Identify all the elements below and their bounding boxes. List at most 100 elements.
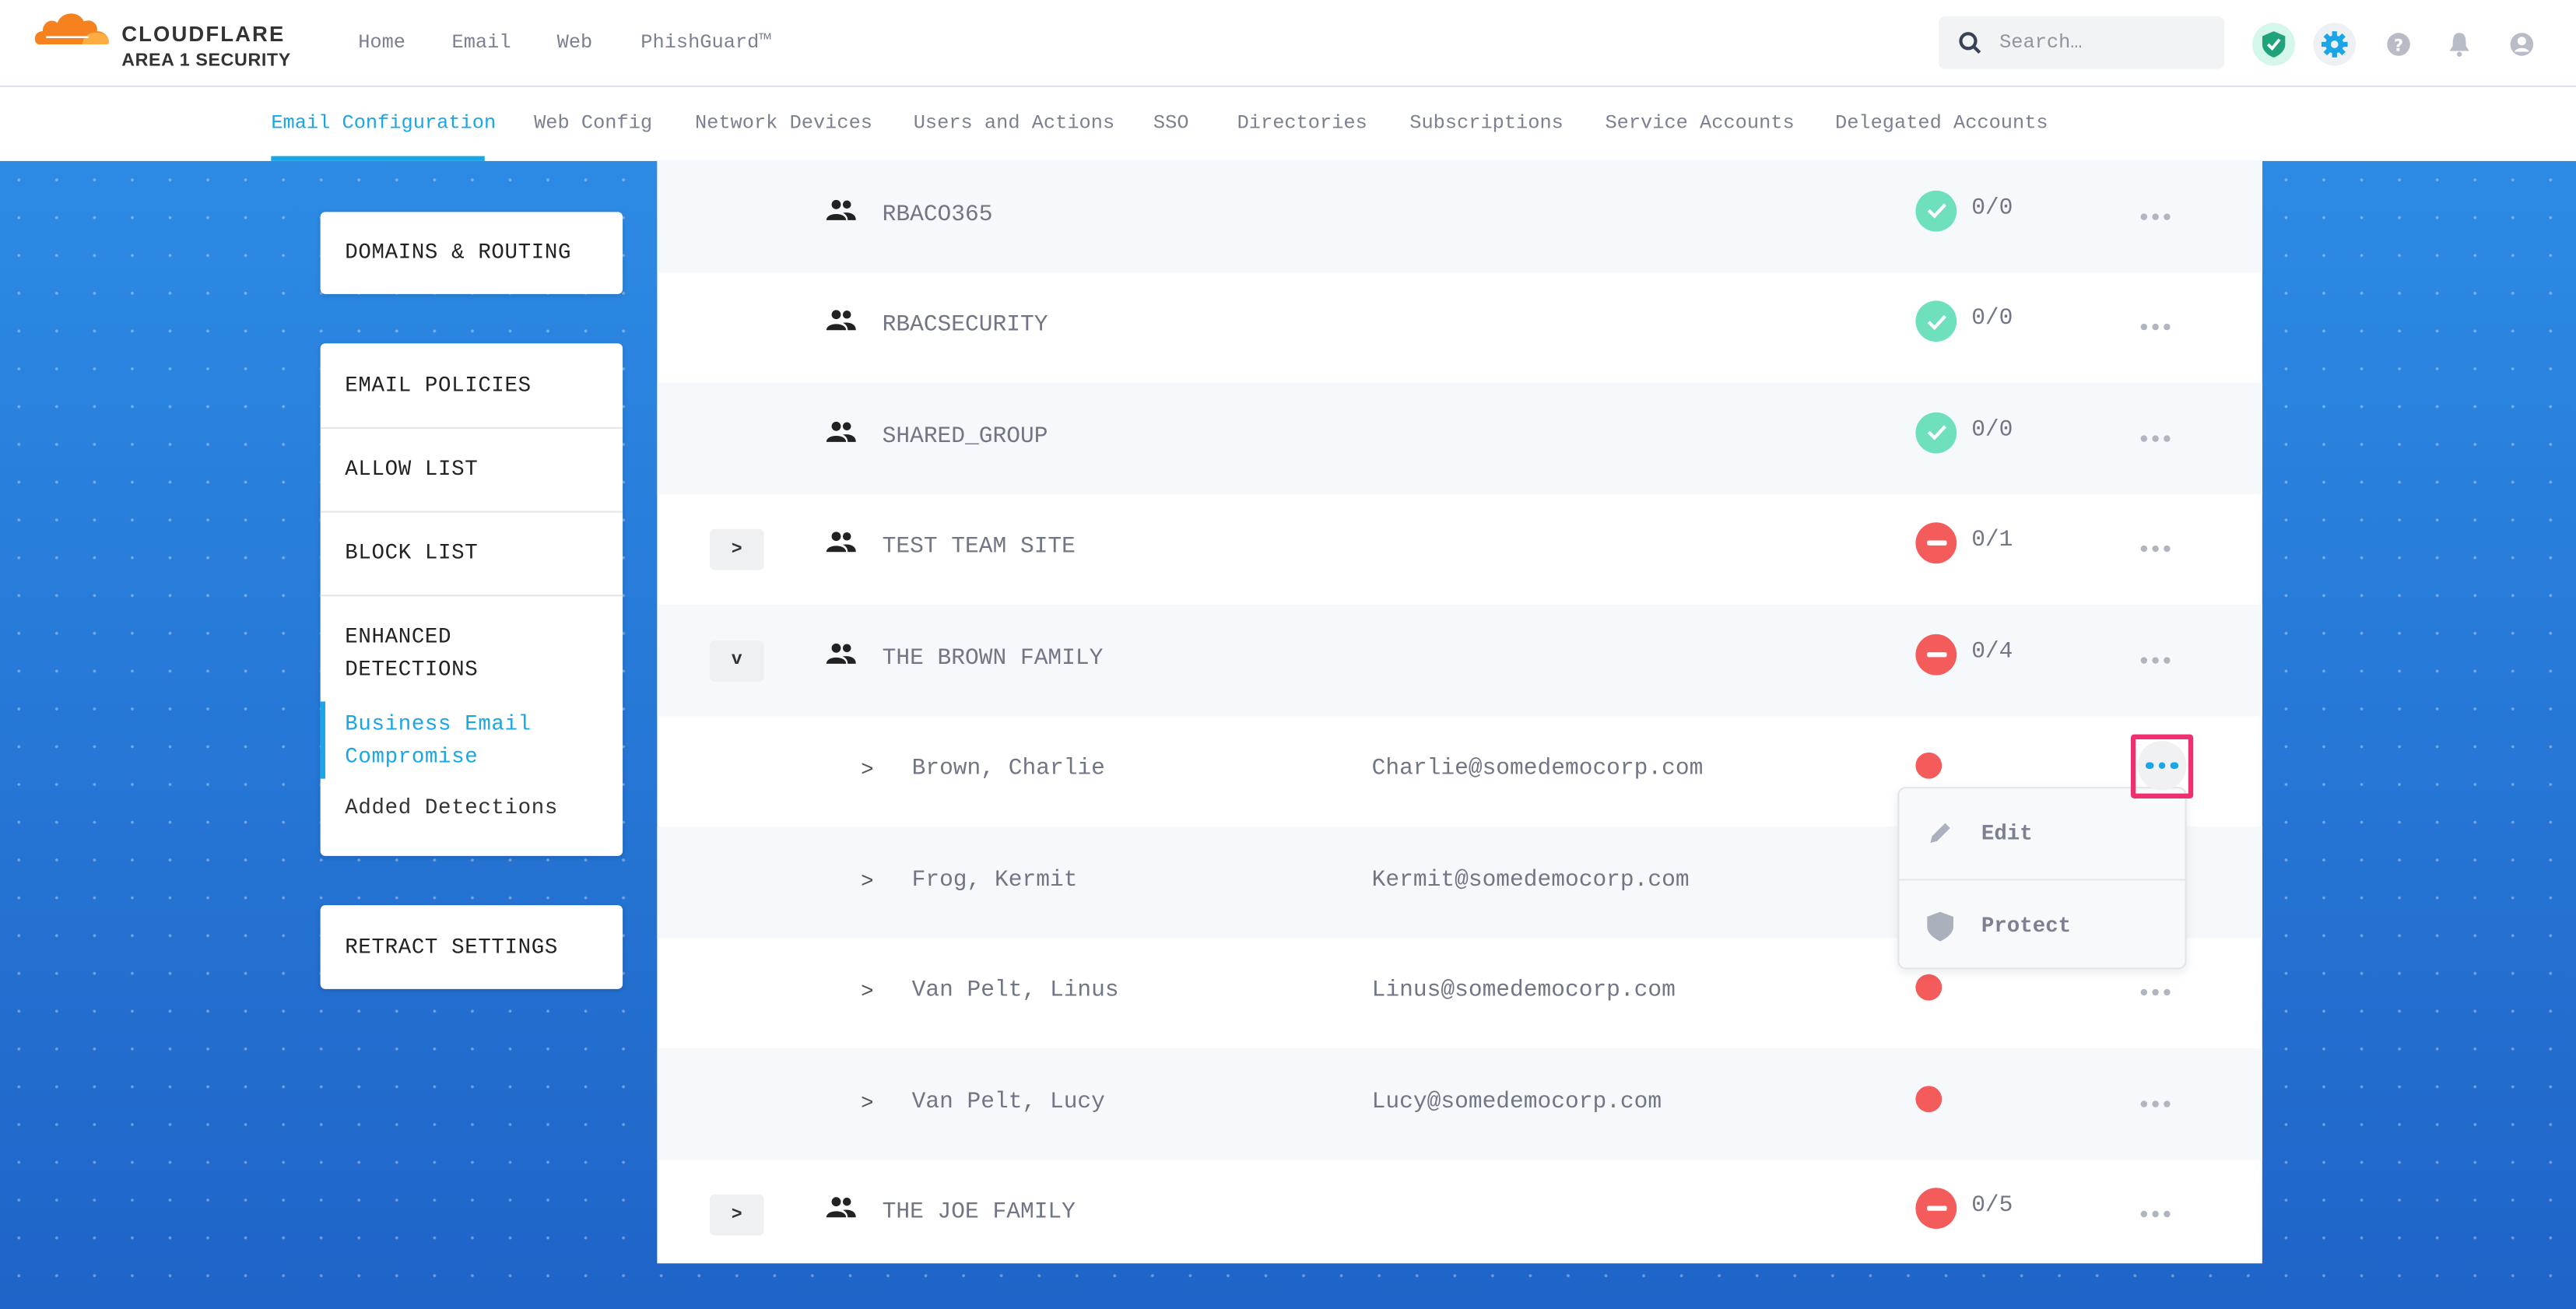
user-icon[interactable] bbox=[2501, 23, 2543, 66]
sidebar-item-block-list[interactable]: BLOCK LIST bbox=[345, 540, 479, 566]
protected-count: 0/0 bbox=[1971, 416, 2013, 444]
sidebar-item-domains-routing[interactable]: DOMAINS & ROUTING bbox=[345, 240, 572, 265]
menu-protect-label: Protect bbox=[1981, 913, 2072, 939]
group-icon bbox=[826, 198, 856, 222]
menu-item-edit[interactable]: Edit bbox=[1899, 788, 2188, 879]
more-actions-button-active[interactable] bbox=[2137, 741, 2187, 791]
expand-button[interactable]: > bbox=[709, 529, 764, 571]
svg-text:?: ? bbox=[2394, 35, 2403, 54]
sidebar-item-added-detections[interactable]: Added Detections bbox=[345, 795, 558, 820]
member-row[interactable]: > Brown, Charlie Charlie@somedemocorp.com bbox=[657, 715, 2262, 826]
group-row[interactable]: RBACO365 0/0 bbox=[657, 160, 2262, 272]
sidebar-item-bec-2[interactable]: Compromise bbox=[345, 744, 479, 769]
member-name: Van Pelt, Lucy bbox=[911, 1089, 1105, 1115]
group-name: SHARED_GROUP bbox=[882, 423, 1048, 450]
group-row[interactable]: > TEST TEAM SITE 0/1 bbox=[657, 493, 2262, 604]
member-email: Lucy@somedemocorp.com bbox=[1371, 1089, 1662, 1115]
row-actions-menu: Edit Protect bbox=[1897, 787, 2188, 970]
member-row[interactable]: > Van Pelt, Lucy Lucy@somedemocorp.com bbox=[657, 1048, 2262, 1160]
blocked-status-icon bbox=[1915, 1188, 1957, 1230]
sidebar-item-bec-1[interactable]: Business Email bbox=[345, 711, 532, 736]
sidebar-item-allow-list[interactable]: ALLOW LIST bbox=[345, 456, 479, 482]
sidebar-retract-card[interactable]: RETRACT SETTINGS bbox=[320, 905, 623, 989]
protected-count: 0/1 bbox=[1971, 528, 2013, 554]
group-icon bbox=[826, 1196, 856, 1220]
unprotected-status-dot bbox=[1915, 753, 1943, 780]
tab-sso[interactable]: SSO bbox=[1153, 111, 1189, 135]
highlight-box bbox=[2130, 734, 2194, 798]
bell-icon[interactable] bbox=[2438, 23, 2481, 66]
tab-email-configuration[interactable]: Email Configuration bbox=[271, 111, 497, 135]
member-row[interactable]: > Van Pelt, Linus Linus@somedemocorp.com bbox=[657, 937, 2262, 1048]
protected-count: 0/5 bbox=[1971, 1193, 2013, 1220]
group-name: RBACSECURITY bbox=[882, 312, 1048, 339]
member-email: Kermit@somedemocorp.com bbox=[1371, 867, 1690, 893]
sidebar-item-enhanced-title-2[interactable]: DETECTIONS bbox=[345, 657, 479, 683]
tab-service-accounts[interactable]: Service Accounts bbox=[1605, 111, 1795, 135]
more-actions-button[interactable] bbox=[2140, 324, 2177, 337]
protected-count: 0/4 bbox=[1971, 638, 2013, 665]
expand-member-icon[interactable]: > bbox=[861, 869, 874, 893]
expand-member-icon[interactable]: > bbox=[861, 1090, 874, 1115]
tab-users-and-actions[interactable]: Users and Actions bbox=[913, 111, 1115, 135]
unprotected-status-dot bbox=[1915, 1085, 1943, 1112]
more-actions-button[interactable] bbox=[2140, 989, 2177, 1002]
cloudflare-logo-icon bbox=[34, 13, 110, 44]
more-actions-button[interactable] bbox=[2140, 434, 2177, 448]
group-row[interactable]: SHARED_GROUP 0/0 bbox=[657, 382, 2262, 494]
shield-check-icon[interactable] bbox=[2252, 23, 2296, 66]
tab-network-devices[interactable]: Network Devices bbox=[694, 111, 873, 135]
nav-home[interactable]: Home bbox=[358, 31, 406, 54]
unprotected-status-dot bbox=[1915, 974, 1943, 1002]
help-icon[interactable]: ? bbox=[2378, 23, 2420, 66]
group-icon bbox=[826, 531, 856, 554]
tab-subscriptions[interactable]: Subscriptions bbox=[1409, 111, 1563, 135]
tab-delegated-accounts[interactable]: Delegated Accounts bbox=[1834, 111, 2048, 135]
expand-button[interactable]: > bbox=[709, 1195, 764, 1236]
search-icon bbox=[1959, 32, 1981, 54]
pencil-icon bbox=[1930, 823, 1950, 843]
tab-directories[interactable]: Directories bbox=[1237, 111, 1367, 135]
nav-email[interactable]: Email bbox=[451, 31, 511, 54]
gear-icon[interactable] bbox=[2313, 23, 2357, 66]
check-status-icon bbox=[1915, 412, 1957, 454]
menu-item-protect[interactable]: Protect bbox=[1899, 880, 2188, 970]
blocked-status-icon bbox=[1915, 522, 1957, 564]
shield-icon bbox=[1927, 911, 1953, 942]
sidebar-item-email-policies[interactable]: EMAIL POLICIES bbox=[345, 373, 532, 398]
menu-edit-label: Edit bbox=[1981, 821, 2033, 847]
search-input[interactable]: Search… bbox=[1938, 16, 2225, 69]
nav-phishguard[interactable]: PhishGuard™ bbox=[640, 31, 771, 54]
more-actions-button[interactable] bbox=[2140, 546, 2177, 559]
sidebar-item-enhanced-title-1[interactable]: ENHANCED bbox=[345, 624, 452, 649]
protected-count: 0/0 bbox=[1971, 306, 2013, 332]
active-tab-indicator bbox=[271, 156, 485, 161]
group-row[interactable]: RBACSECURITY 0/0 bbox=[657, 272, 2262, 382]
sub-navigation bbox=[0, 88, 2576, 161]
group-row[interactable]: v THE BROWN FAMILY 0/4 bbox=[657, 604, 2262, 716]
more-actions-button[interactable] bbox=[2140, 656, 2177, 670]
sidebar-domains-routing[interactable]: DOMAINS & ROUTING bbox=[320, 212, 623, 294]
expand-member-icon[interactable]: > bbox=[861, 979, 874, 1005]
group-name: THE BROWN FAMILY bbox=[882, 645, 1104, 672]
search-placeholder: Search… bbox=[1999, 31, 2083, 54]
group-icon bbox=[826, 420, 856, 444]
expand-member-icon[interactable]: > bbox=[861, 757, 874, 783]
group-icon bbox=[826, 309, 856, 332]
more-actions-button[interactable] bbox=[2140, 212, 2177, 226]
group-name: THE JOE FAMILY bbox=[882, 1199, 1076, 1227]
more-actions-button[interactable] bbox=[2140, 1100, 2177, 1114]
group-row[interactable]: > THE JOE FAMILY 0/5 bbox=[657, 1159, 2262, 1269]
top-header: CLOUDFLARE AREA 1 SECURITY Home Email We… bbox=[0, 0, 2576, 87]
sidebar-item-retract-settings[interactable]: RETRACT SETTINGS bbox=[345, 935, 558, 960]
tab-web-config[interactable]: Web Config bbox=[534, 111, 653, 135]
member-name: Brown, Charlie bbox=[911, 756, 1105, 783]
blocked-status-icon bbox=[1915, 633, 1957, 676]
logo-product: AREA 1 SECURITY bbox=[121, 51, 291, 71]
member-email: Linus@somedemocorp.com bbox=[1371, 977, 1676, 1005]
sidebar-policies-card: EMAIL POLICIES ALLOW LIST BLOCK LIST ENH… bbox=[320, 343, 623, 856]
nav-web[interactable]: Web bbox=[556, 31, 593, 54]
active-indicator bbox=[320, 701, 325, 779]
collapse-button[interactable]: v bbox=[709, 640, 764, 682]
more-actions-button[interactable] bbox=[2140, 1211, 2177, 1224]
